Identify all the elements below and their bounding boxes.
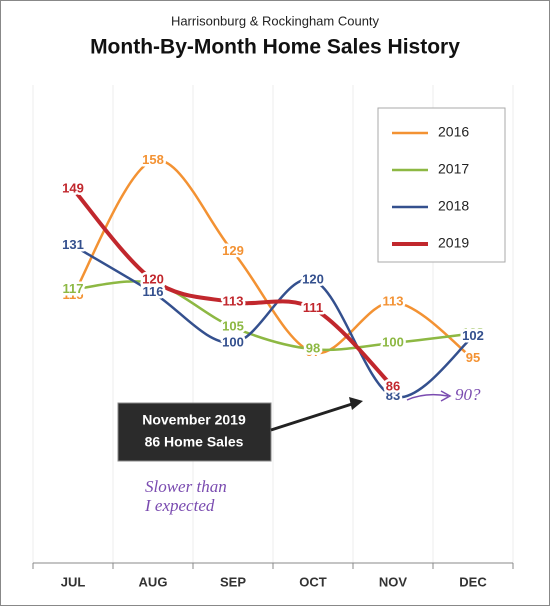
legend-label: 2016 [438,124,469,140]
legend-label: 2017 [438,161,469,177]
data-label: 113 [383,294,404,309]
x-tick-label: NOV [379,574,408,589]
data-label: 86 [386,378,400,393]
data-label: 117 [63,281,84,296]
data-label: 100 [222,334,244,349]
arrow-head [349,397,363,410]
handwritten-note: I expected [144,496,215,515]
arrow-head [440,390,452,402]
legend-label: 2019 [438,235,469,251]
x-tick-label: AUG [139,574,168,589]
callout-box [117,402,272,462]
data-label: 102 [462,328,484,343]
data-label: 129 [222,243,244,258]
x-tick-label: JUL [61,574,86,589]
data-label: 149 [62,180,84,195]
note-arrow [406,393,449,401]
data-label: 120 [302,272,324,287]
callout-arrow [270,402,353,432]
chart-title: Month-By-Month Home Sales History [90,36,460,59]
x-tick-label: OCT [299,574,327,589]
series-line [72,280,474,352]
series-line [71,187,395,389]
x-tick-label: SEP [220,574,246,589]
x-tick-label: DEC [459,574,487,589]
plot-area: JUL AUG SEP OCT NOV DEC 115 158 129 97 113 95 117 119… [32,85,514,589]
data-label: 119 [143,275,164,290]
data-label: 95 [466,350,480,365]
data-label: 97 [306,344,320,359]
legend-label: 2018 [438,198,469,214]
data-label: 103 [462,325,484,340]
data-label: 113 [223,294,244,309]
callout: November 2019 86 Home Sales [117,397,363,462]
data-label: 158 [142,152,164,167]
data-label: 131 [62,237,84,252]
data-label: 115 [63,287,84,302]
chart-subtitle: Harrisonburg & Rockingham County [171,13,380,28]
data-label: 83 [386,388,400,403]
legend: 2016 2017 2018 2019 [392,124,469,251]
handwritten-note: Slower than [145,477,227,496]
data-label: 98 [306,341,320,356]
data-label: 111 [303,300,323,315]
callout-text: 86 Home Sales [145,434,244,450]
data-label: 105 [222,319,244,334]
series-line [71,158,474,360]
handwritten-note: 90? [455,385,481,404]
series-line [72,244,474,399]
callout-text: November 2019 [142,412,246,428]
data-label: 100 [382,334,404,349]
data-label: 120 [142,272,164,287]
data-label: 116 [143,284,164,299]
